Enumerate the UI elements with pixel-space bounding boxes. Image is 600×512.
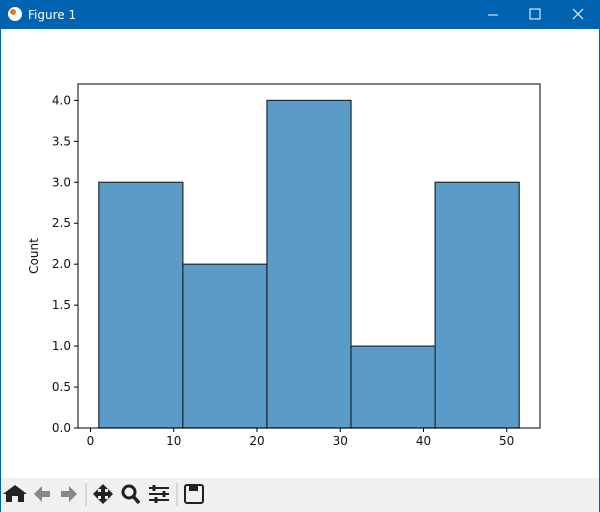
border [0,29,1,512]
y-tick-label: 0.0 [52,421,71,435]
bar [266,99,352,429]
bar [434,181,520,429]
close-button[interactable] [572,8,584,20]
save-icon-part [189,485,198,491]
zoom-handle [131,494,141,505]
forward-button[interactable] [61,486,77,502]
y-axis-label: Count [27,238,41,274]
y-tick-label: 1.0 [52,339,71,353]
y-tick-label: 4.0 [52,93,71,107]
pan-button[interactable] [93,484,113,504]
y-tick-label: 3.5 [52,134,71,148]
home-button[interactable] [3,485,27,502]
bar [350,345,436,429]
bar [98,181,184,429]
x-tick-label: 10 [166,434,181,448]
app-icon-dot [10,9,16,15]
title-bar [0,0,600,29]
configure-sliders [152,485,166,503]
axes-frame [77,83,541,429]
x-tick-label: 40 [416,434,431,448]
x-tick-label: 50 [499,434,514,448]
y-tick-label: 1.5 [52,298,71,312]
x-tick-label: 0 [87,434,95,448]
maximize-button[interactable] [529,8,541,20]
x-tick-label: 20 [249,434,264,448]
toolbar [1,478,599,512]
y-tick-label: 0.5 [52,380,71,394]
x-tick-label: 30 [333,434,348,448]
configure-button[interactable] [149,487,169,501]
y-tick-label: 2.5 [52,216,71,230]
window-title: Figure 1 [28,8,76,22]
y-tick-label: 2.0 [52,257,71,271]
zoom-button[interactable] [121,484,137,500]
bar [182,263,268,429]
y-tick-label: 3.0 [52,175,71,189]
back-button[interactable] [34,486,50,502]
